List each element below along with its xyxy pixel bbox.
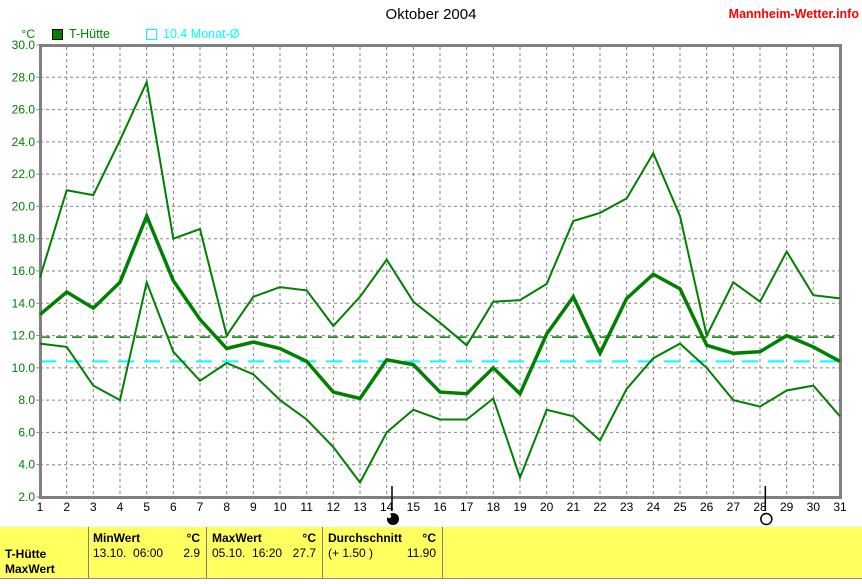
maxwert-header: MaxWert — [212, 531, 262, 545]
chart-canvas: 2.0 4.0 6.0 8.0 10.0 12.0 14.0 16.0 18.0 20.0 22.0… — [12, 27, 847, 526]
y-tick-label: 22.0 — [12, 167, 36, 181]
legend-item-monat-avg: 10.4 Monat-Ø — [146, 27, 239, 41]
durchschnitt-header: Durchschnitt — [328, 531, 403, 545]
legend-label-monat-avg: 10.4 Monat-Ø — [163, 27, 240, 41]
durchschnitt-offset: (+ 1.50 ) — [328, 546, 374, 560]
y-tick-label: 20.0 — [12, 199, 36, 213]
x-tick-label: 20 — [540, 500, 554, 514]
maxwert-datetime: 05.10. 16:20 — [212, 546, 283, 560]
panel-divider — [206, 527, 207, 578]
maxwert-value: 27.7 — [292, 546, 316, 560]
y-tick-label: 8.0 — [18, 393, 35, 407]
x-tick-label: 7 — [197, 500, 204, 514]
series-line-mean — [38, 211, 841, 401]
x-tick-label: 4 — [117, 500, 124, 514]
y-tick-label: 16.0 — [12, 264, 36, 278]
x-tick-label: 6 — [170, 500, 177, 514]
durchschnitt-value: 11.90 — [406, 546, 436, 560]
x-tick-label: 5 — [143, 500, 150, 514]
x-tick-label: 13 — [353, 500, 367, 514]
panel-divider — [88, 527, 89, 578]
x-tick-label: 27 — [727, 500, 741, 514]
panel-divider — [322, 527, 323, 578]
x-tick-label: 2 — [63, 500, 70, 514]
x-tick-label: 31 — [833, 500, 847, 514]
minwert-value: 2.9 — [183, 546, 200, 560]
legend-label-t-huette: T-Hütte — [69, 27, 110, 41]
x-tick-label: 24 — [647, 500, 661, 514]
info-panel: T-Hütte MaxWert MinWert °C 13.10. 06:00 … — [0, 527, 862, 579]
t-huette-swatch-icon — [52, 28, 63, 40]
x-tick-label: 25 — [673, 500, 687, 514]
x-tick-label: 18 — [487, 500, 501, 514]
x-tick-label: 11 — [300, 500, 313, 514]
panel-divider — [442, 527, 443, 578]
x-tick-label: 19 — [513, 500, 527, 514]
x-tick-label: 9 — [250, 500, 257, 514]
minwert-datetime: 13.10. 06:00 — [93, 546, 164, 560]
x-tick-label: 28 — [753, 500, 767, 514]
maxwert-unit: °C — [302, 531, 316, 545]
x-tick-label: 8 — [223, 500, 230, 514]
x-tick-label: 3 — [90, 500, 97, 514]
y-tick-label: 28.0 — [12, 70, 36, 84]
x-tick-label: 21 — [567, 500, 581, 514]
x-tick-label: 23 — [620, 500, 634, 514]
x-tick-label: 26 — [700, 500, 714, 514]
y-axis-unit-label: °C — [22, 27, 36, 41]
x-tick-label: 15 — [407, 500, 421, 514]
x-tick-label: 1 — [37, 500, 44, 514]
y-tick-label: 30.0 — [12, 38, 36, 52]
y-tick-label: 14.0 — [12, 296, 36, 310]
x-tick-label: 30 — [807, 500, 821, 514]
x-tick-label: 14 — [380, 500, 394, 514]
x-tick-label: 17 — [460, 500, 474, 514]
brand-link[interactable]: Mannheim-Wetter.info — [728, 7, 859, 21]
sensor-sublabel: MaxWert — [5, 562, 55, 576]
y-tick-label: 6.0 — [18, 425, 35, 439]
x-tick-label: 29 — [780, 500, 794, 514]
y-tick-label: 24.0 — [12, 135, 36, 149]
minwert-header: MinWert — [93, 531, 141, 545]
x-tick-label: 22 — [593, 500, 607, 514]
page-title: Oktober 2004 — [385, 6, 477, 23]
x-tick-label: 10 — [273, 500, 287, 514]
y-tick-label: 18.0 — [12, 232, 36, 246]
series-line-min — [39, 278, 841, 485]
y-tick-label: 2.0 — [18, 490, 35, 504]
y-tick-label: 10.0 — [12, 361, 36, 375]
series-line-max — [39, 78, 841, 347]
legend-item-t-huette: T-Hütte — [52, 27, 110, 41]
x-tick-label: 12 — [327, 500, 341, 514]
minwert-unit: °C — [186, 531, 200, 545]
durchschnitt-unit: °C — [422, 531, 436, 545]
sensor-label: T-Hütte — [5, 547, 47, 561]
y-tick-label: 4.0 — [18, 458, 35, 472]
monat-avg-swatch-icon — [146, 28, 157, 40]
y-tick-label: 26.0 — [12, 103, 36, 117]
y-tick-label: 12.0 — [12, 329, 36, 343]
full-moon-icon — [760, 512, 773, 526]
x-tick-label: 16 — [433, 500, 447, 514]
new-moon-icon — [386, 513, 392, 519]
